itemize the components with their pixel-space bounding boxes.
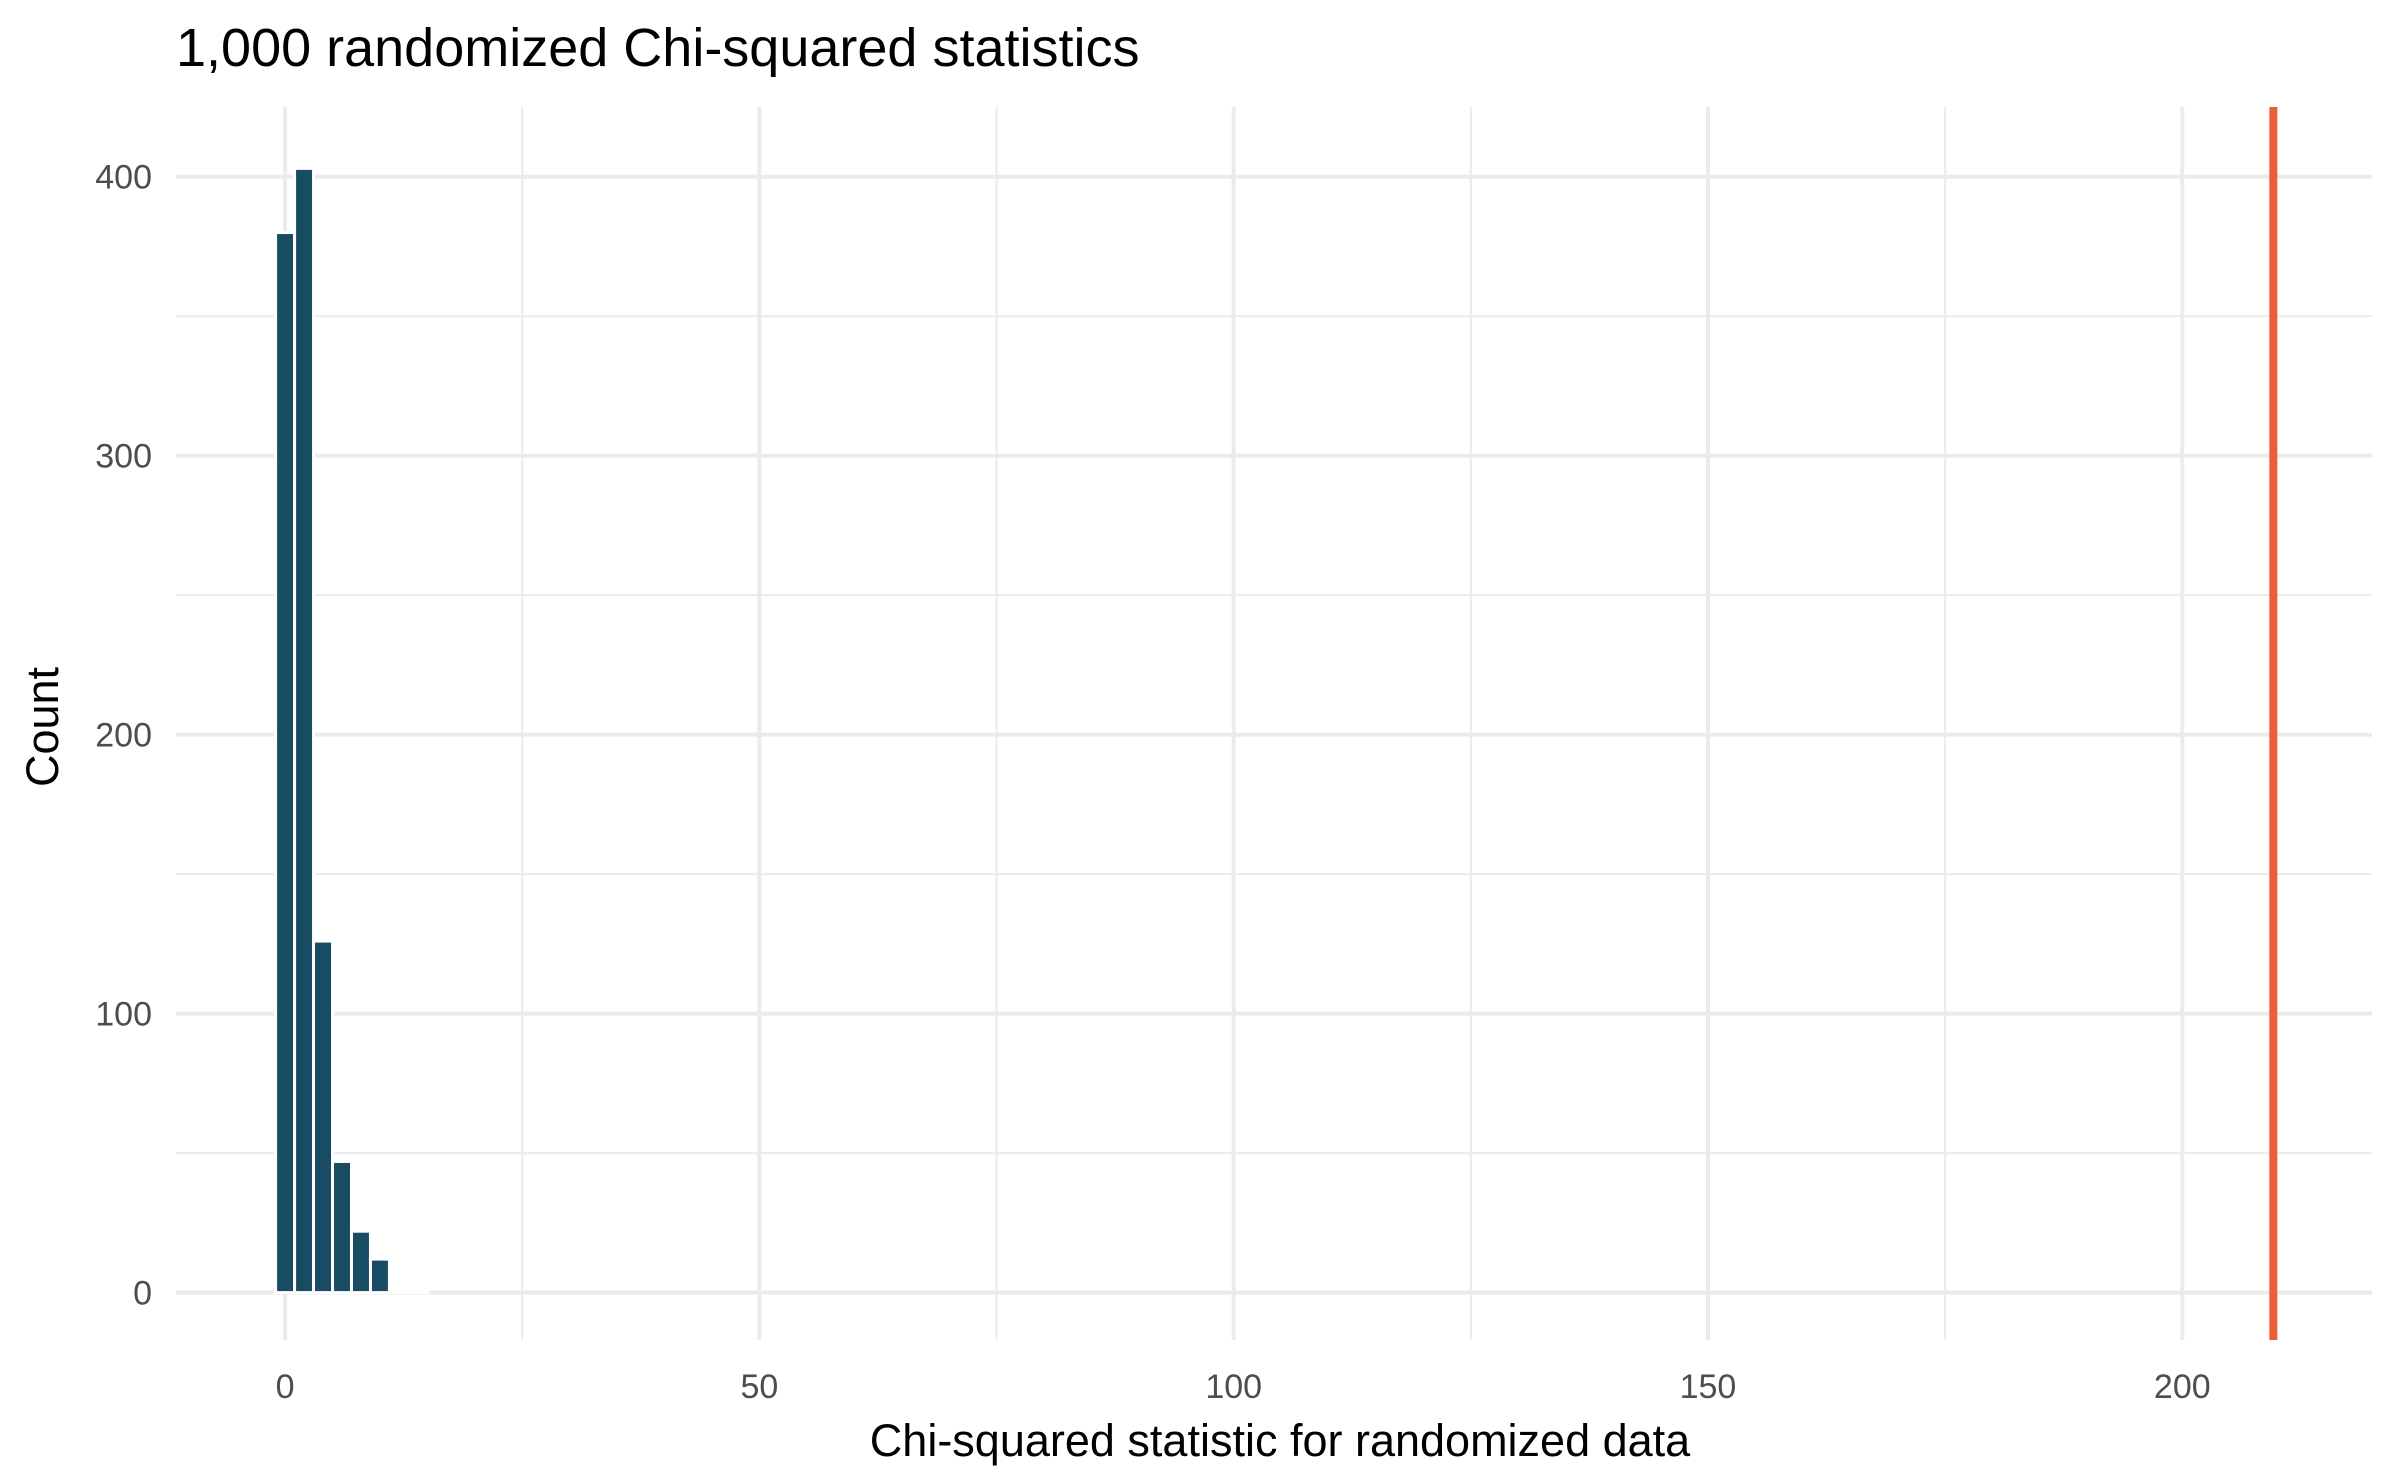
histogram-bar: [368, 1257, 391, 1295]
histogram-bar: [387, 1288, 410, 1295]
x-tick-label: 50: [740, 1368, 778, 1406]
x-tick-labels: 0 50 100 150 200: [276, 1368, 2211, 1406]
y-tick-label: 200: [95, 717, 152, 755]
y-tick-label: 0: [133, 1275, 152, 1313]
histogram-bar: [331, 1159, 353, 1295]
x-axis-title: Chi-squared statistic for randomized dat…: [870, 1415, 1691, 1466]
y-axis-title: Count: [17, 666, 68, 787]
y-tick-labels: 0 100 200 300 400: [95, 159, 152, 1313]
x-tick-label: 0: [276, 1368, 295, 1406]
x-tick-label: 100: [1205, 1368, 1262, 1406]
histogram-bar: [293, 166, 316, 1295]
y-tick-label: 300: [95, 438, 152, 476]
histogram-bar: [349, 1229, 372, 1295]
chart-title: 1,000 randomized Chi-squared statistics: [176, 18, 1139, 78]
y-tick-label: 100: [95, 996, 152, 1034]
x-tick-label: 150: [1680, 1368, 1737, 1406]
y-tick-label: 400: [95, 159, 152, 197]
histogram-bar: [274, 231, 297, 1295]
bars-layer: [274, 166, 429, 1295]
grid-layer: [176, 107, 2372, 1340]
histogram-bar: [312, 939, 335, 1295]
histogram-bar: [406, 1288, 429, 1295]
x-tick-label: 200: [2154, 1368, 2211, 1406]
